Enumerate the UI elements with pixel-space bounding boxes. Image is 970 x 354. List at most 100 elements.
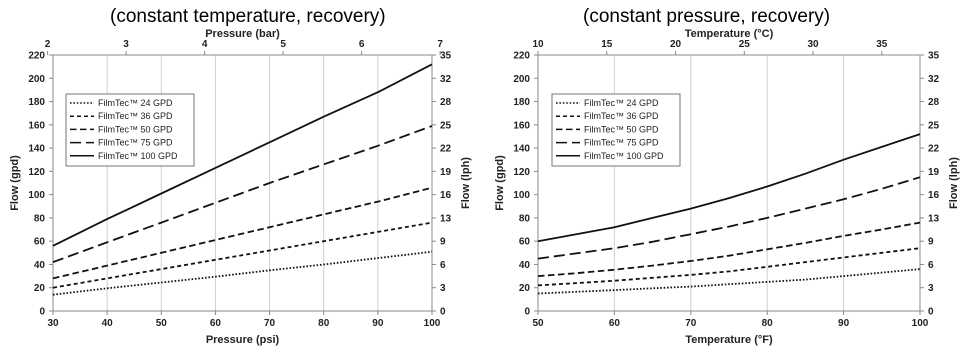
y-tick-label: 60 <box>519 237 531 248</box>
y-tick-label: 180 <box>513 97 530 108</box>
y-tick-label: 160 <box>28 120 45 131</box>
chart-left-caption: (constant temperature, recovery) <box>110 6 386 27</box>
y-tick-label: 120 <box>513 167 530 178</box>
x-tick-label: 90 <box>372 318 384 329</box>
legend-label: FilmTec™ 24 GPD <box>98 98 173 108</box>
y2-tick-label: 25 <box>440 120 452 131</box>
y-tick-label: 20 <box>519 283 531 294</box>
y2-tick-label: 28 <box>928 97 940 108</box>
x-tick-label: 60 <box>210 318 222 329</box>
x2-tick-label: 20 <box>670 39 682 50</box>
y2-tick-label: 32 <box>928 74 940 85</box>
legend-label: FilmTec™ 100 GPD <box>584 151 664 161</box>
series-line <box>537 133 921 243</box>
y2-tick-label: 16 <box>928 190 940 201</box>
x2-tick-label: 7 <box>437 39 443 50</box>
y-tick-label: 200 <box>513 74 530 85</box>
x2-tick-label: 4 <box>202 39 208 50</box>
y2-tick-label: 0 <box>440 307 446 318</box>
x2-tick-label: 10 <box>532 39 544 50</box>
y2-axis-title: Flow (lph) <box>948 157 960 209</box>
y-tick-label: 100 <box>513 190 530 201</box>
x-tick-label: 40 <box>102 318 114 329</box>
y2-tick-label: 28 <box>440 97 452 108</box>
legend-label: FilmTec™ 50 GPD <box>98 124 173 134</box>
y2-tick-label: 6 <box>440 260 446 271</box>
x-axis-title: Temperature (°F) <box>685 334 773 346</box>
series-line <box>52 186 433 280</box>
y2-axis-title: Flow (lph) <box>460 157 472 209</box>
x2-tick-label: 25 <box>739 39 751 50</box>
chart-0: 30 40 50 60 70 80 90 10002040608010012014016018… <box>9 28 472 346</box>
y2-tick-label: 3 <box>440 283 446 294</box>
x2-tick-label: 15 <box>601 39 613 50</box>
series-line <box>537 268 921 295</box>
x-tick-label: 80 <box>762 318 774 329</box>
legend-box <box>65 93 195 167</box>
legend-label: FilmTec™ 75 GPD <box>584 138 659 148</box>
y-tick-label: 120 <box>28 167 45 178</box>
x-tick-label: 50 <box>532 318 544 329</box>
y2-tick-label: 6 <box>928 260 934 271</box>
legend-label: FilmTec™ 75 GPD <box>98 138 173 148</box>
plot-frame <box>537 54 921 312</box>
x-tick-label: 70 <box>685 318 697 329</box>
y2-tick-label: 13 <box>928 213 940 224</box>
y2-tick-label: 19 <box>928 167 940 178</box>
x-tick-label: 30 <box>47 318 59 329</box>
legend-label: FilmTec™ 50 GPD <box>584 124 659 134</box>
y2-tick-label: 0 <box>928 307 934 318</box>
x-tick-label: 90 <box>838 318 850 329</box>
y-tick-label: 220 <box>513 51 530 62</box>
plot-frame <box>52 54 433 312</box>
legend-label: FilmTec™ 36 GPD <box>98 111 173 121</box>
y2-tick-label: 9 <box>928 237 934 248</box>
x-tick-label: 100 <box>912 318 929 329</box>
y-tick-label: 0 <box>524 307 530 318</box>
chart-1: 50 60 70 80 90 100020406080100120140160180200… <box>494 28 960 346</box>
y-axis-title: Flow (gpd) <box>494 155 506 211</box>
x2-axis-title: Pressure (bar) <box>205 28 280 40</box>
y2-tick-label: 9 <box>440 237 446 248</box>
y-tick-label: 40 <box>519 260 531 271</box>
y-tick-label: 180 <box>28 97 45 108</box>
y2-tick-label: 22 <box>928 144 940 155</box>
legend-box <box>551 93 681 167</box>
series-line <box>52 221 433 289</box>
y-axis-title: Flow (gpd) <box>9 155 21 211</box>
x-tick-label: 80 <box>318 318 330 329</box>
x2-tick-label: 6 <box>359 39 365 50</box>
series-line <box>537 247 921 287</box>
y2-tick-label: 19 <box>440 167 452 178</box>
series-line <box>52 63 433 247</box>
y-tick-label: 40 <box>34 260 46 271</box>
x2-tick-label: 2 <box>45 39 51 50</box>
y-tick-label: 160 <box>513 120 530 131</box>
legend-label: FilmTec™ 24 GPD <box>584 98 659 108</box>
y2-tick-label: 3 <box>928 283 934 294</box>
legend-label: FilmTec™ 100 GPD <box>98 151 178 161</box>
y2-tick-label: 35 <box>440 51 452 62</box>
x-tick-label: 70 <box>264 318 276 329</box>
y-tick-label: 100 <box>28 190 45 201</box>
y2-tick-label: 25 <box>928 120 940 131</box>
x-tick-label: 60 <box>609 318 621 329</box>
y-tick-label: 60 <box>34 237 46 248</box>
y-tick-label: 200 <box>28 74 45 85</box>
series-line <box>52 125 433 263</box>
y-tick-label: 0 <box>39 307 45 318</box>
x-tick-label: 100 <box>424 318 441 329</box>
x2-axis-title: Temperature (°C) <box>685 28 774 40</box>
x2-tick-label: 5 <box>280 39 286 50</box>
x2-tick-label: 35 <box>876 39 888 50</box>
y2-tick-label: 16 <box>440 190 452 201</box>
series-line <box>537 221 921 277</box>
y-tick-label: 80 <box>519 213 531 224</box>
x-tick-label: 50 <box>156 318 168 329</box>
y2-tick-label: 35 <box>928 51 940 62</box>
y-tick-label: 140 <box>513 144 530 155</box>
chart-right-caption: (constant pressure, recovery) <box>583 6 831 27</box>
series-line <box>52 250 433 296</box>
y2-tick-label: 22 <box>440 144 452 155</box>
y-tick-label: 20 <box>34 283 46 294</box>
